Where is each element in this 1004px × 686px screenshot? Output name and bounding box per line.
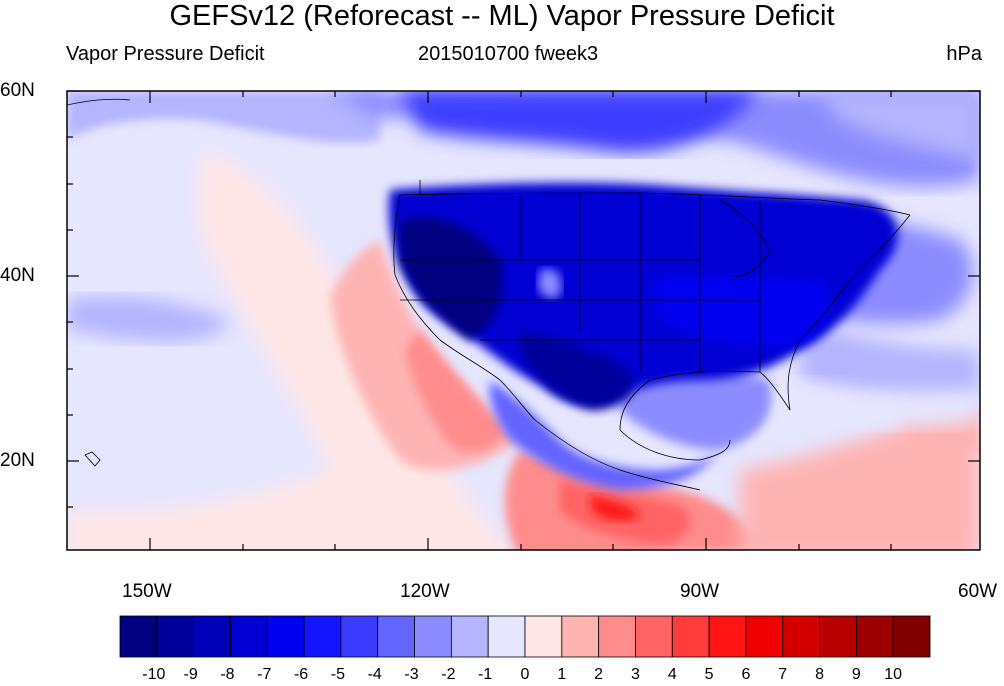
colorbar-box (156, 615, 195, 658)
colorbar-box (303, 615, 342, 658)
vpd-field (67, 91, 980, 550)
colorbar-box (340, 615, 379, 658)
colorbar-label: -1 (478, 666, 493, 683)
colorbar-box (598, 615, 636, 658)
colorbar-box (377, 615, 415, 658)
colorbar-label: 0 (520, 666, 530, 683)
coastlines (67, 98, 911, 491)
colorbar-box (745, 615, 784, 658)
colorbar-label: -8 (220, 666, 235, 683)
map-frame (66, 90, 981, 551)
colorbar-label: 7 (778, 666, 788, 683)
units-label: hPa (946, 43, 982, 65)
colorbar-box (671, 615, 710, 658)
colorbar-box (193, 615, 231, 658)
colorbar-label: -6 (293, 666, 309, 683)
colorbar-label: -4 (367, 666, 382, 683)
colorbar-label: -9 (183, 666, 198, 683)
lat-label-60n: 60N (0, 80, 35, 101)
lat-label-20n: 20N (0, 450, 35, 471)
colorbar-label: -10 (142, 666, 166, 683)
lat-label-40n: 40N (0, 265, 35, 286)
colorbar-label: 3 (631, 666, 640, 683)
colorbar-label: 10 (884, 666, 903, 683)
colorbar-label: -7 (257, 666, 272, 683)
lon-label-120w: 120W (400, 581, 450, 602)
colorbar-box (635, 615, 673, 658)
chart-title: GEFSv12 (Reforecast -- ML) Vapor Pressur… (169, 0, 835, 32)
lon-label-150w: 150W (122, 581, 172, 602)
colorbar-box (561, 615, 600, 658)
colorbar-label: 2 (594, 666, 604, 683)
colorbar-label: -3 (404, 666, 419, 683)
colorbar (119, 615, 931, 658)
colorbar-box (782, 615, 820, 658)
forecast-time-label: 2015010700 fweek3 (418, 43, 599, 65)
colorbar-label: 9 (851, 666, 861, 683)
colorbar-box (230, 615, 268, 658)
colorbar-box (708, 615, 747, 658)
colorbar-box (524, 615, 563, 658)
axis-ticks (67, 90, 980, 550)
colorbar-box (266, 615, 305, 658)
colorbar-label: 5 (704, 666, 714, 683)
colorbar-label: 1 (557, 666, 567, 683)
colorbar-box (487, 615, 526, 658)
colorbar-box (819, 615, 857, 658)
colorbar-box (892, 615, 931, 658)
colorbar-box (855, 615, 894, 658)
lon-label-90w: 90W (680, 581, 720, 602)
variable-label: Vapor Pressure Deficit (66, 43, 265, 65)
colorbar-label: -2 (441, 666, 456, 683)
colorbar-box (119, 615, 158, 658)
lon-label-60w: 60W (958, 581, 998, 602)
colorbar-label: 6 (741, 666, 751, 683)
colorbar-label: -5 (330, 666, 346, 683)
colorbar-label: 4 (667, 666, 677, 683)
colorbar-box (414, 615, 452, 658)
colorbar-box (450, 615, 489, 658)
colorbar-label: 8 (815, 666, 824, 683)
